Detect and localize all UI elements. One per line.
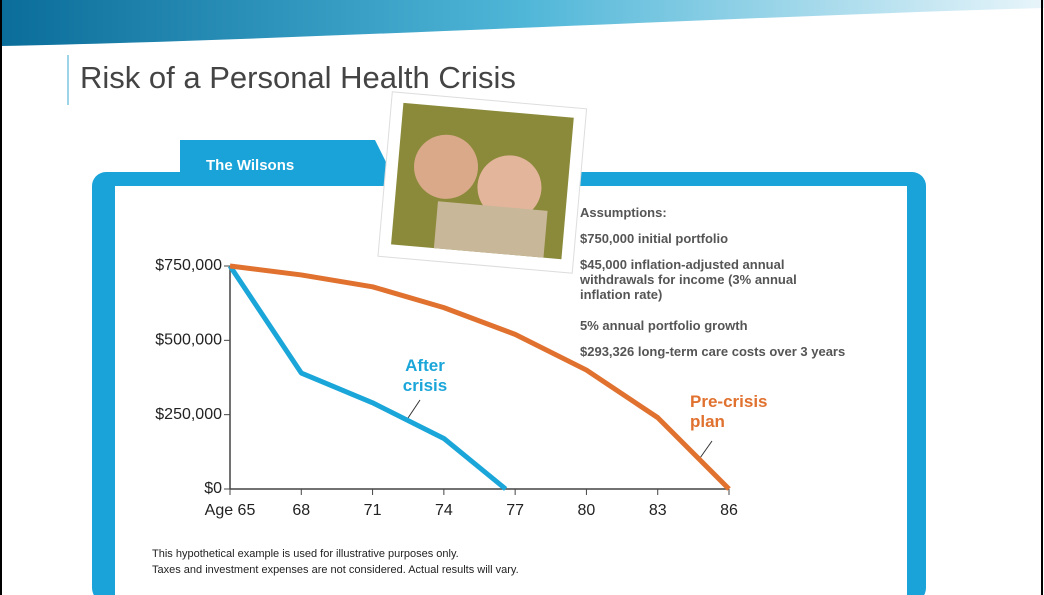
pointer [700, 441, 712, 458]
y-tick-label: $250,000 [155, 406, 222, 423]
x-tick-label: Age 65 [205, 502, 256, 519]
slide: Risk of a Personal Health Crisis The Wil… [0, 0, 1044, 595]
x-tick-label: 71 [364, 502, 382, 519]
x-tick-label: 68 [292, 502, 310, 519]
chart: $0 $250,000 $500,000 $750,000 Age 65 68 71 74 77… [0, 0, 1044, 595]
pointer [408, 400, 420, 418]
x-tick-label: 77 [506, 502, 524, 519]
series-line [230, 266, 506, 489]
x-tick-label: 74 [435, 502, 453, 519]
y-tick-label: $750,000 [155, 257, 222, 274]
y-tick-label: $500,000 [155, 332, 222, 349]
x-tick-label: 80 [578, 502, 596, 519]
series-line [230, 266, 729, 489]
x-tick-label: 83 [649, 502, 667, 519]
x-tick-label: 86 [720, 502, 738, 519]
y-tick-label: $0 [204, 480, 222, 497]
